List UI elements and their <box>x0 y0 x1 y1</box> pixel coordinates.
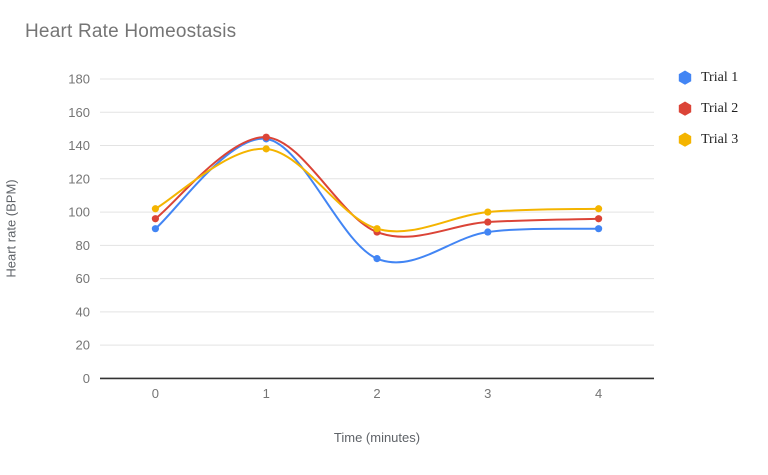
legend-item-trial-3: Trial 3 <box>678 132 738 147</box>
hexagon-marker-icon <box>678 132 692 147</box>
legend-label: Trial 2 <box>701 100 739 116</box>
svg-text:1: 1 <box>263 386 270 401</box>
legend-item-trial-1: Trial 1 <box>678 70 738 85</box>
svg-text:140: 140 <box>68 138 90 153</box>
hexagon-marker-icon <box>678 70 692 85</box>
legend: Trial 1 Trial 2 Trial 3 <box>678 70 738 147</box>
svg-text:0: 0 <box>152 386 159 401</box>
svg-text:4: 4 <box>595 386 602 401</box>
svg-text:120: 120 <box>68 171 90 186</box>
legend-label: Trial 1 <box>701 69 739 85</box>
svg-text:40: 40 <box>76 304 90 319</box>
svg-text:80: 80 <box>76 238 90 253</box>
svg-text:20: 20 <box>76 338 90 353</box>
hexagon-marker-icon <box>678 101 692 116</box>
svg-text:180: 180 <box>68 72 90 87</box>
svg-text:160: 160 <box>68 105 90 120</box>
x-axis-title: Time (minutes) <box>333 430 421 445</box>
svg-text:60: 60 <box>76 271 90 286</box>
legend-label: Trial 3 <box>701 131 739 147</box>
legend-item-trial-2: Trial 2 <box>678 101 738 116</box>
svg-text:0: 0 <box>83 371 90 386</box>
y-axis-title: Heart rate (BPM) <box>3 179 19 278</box>
svg-text:2: 2 <box>373 386 380 401</box>
svg-text:100: 100 <box>68 205 90 220</box>
svg-text:3: 3 <box>484 386 491 401</box>
chart-title: Heart Rate Homeostasis <box>25 21 237 42</box>
